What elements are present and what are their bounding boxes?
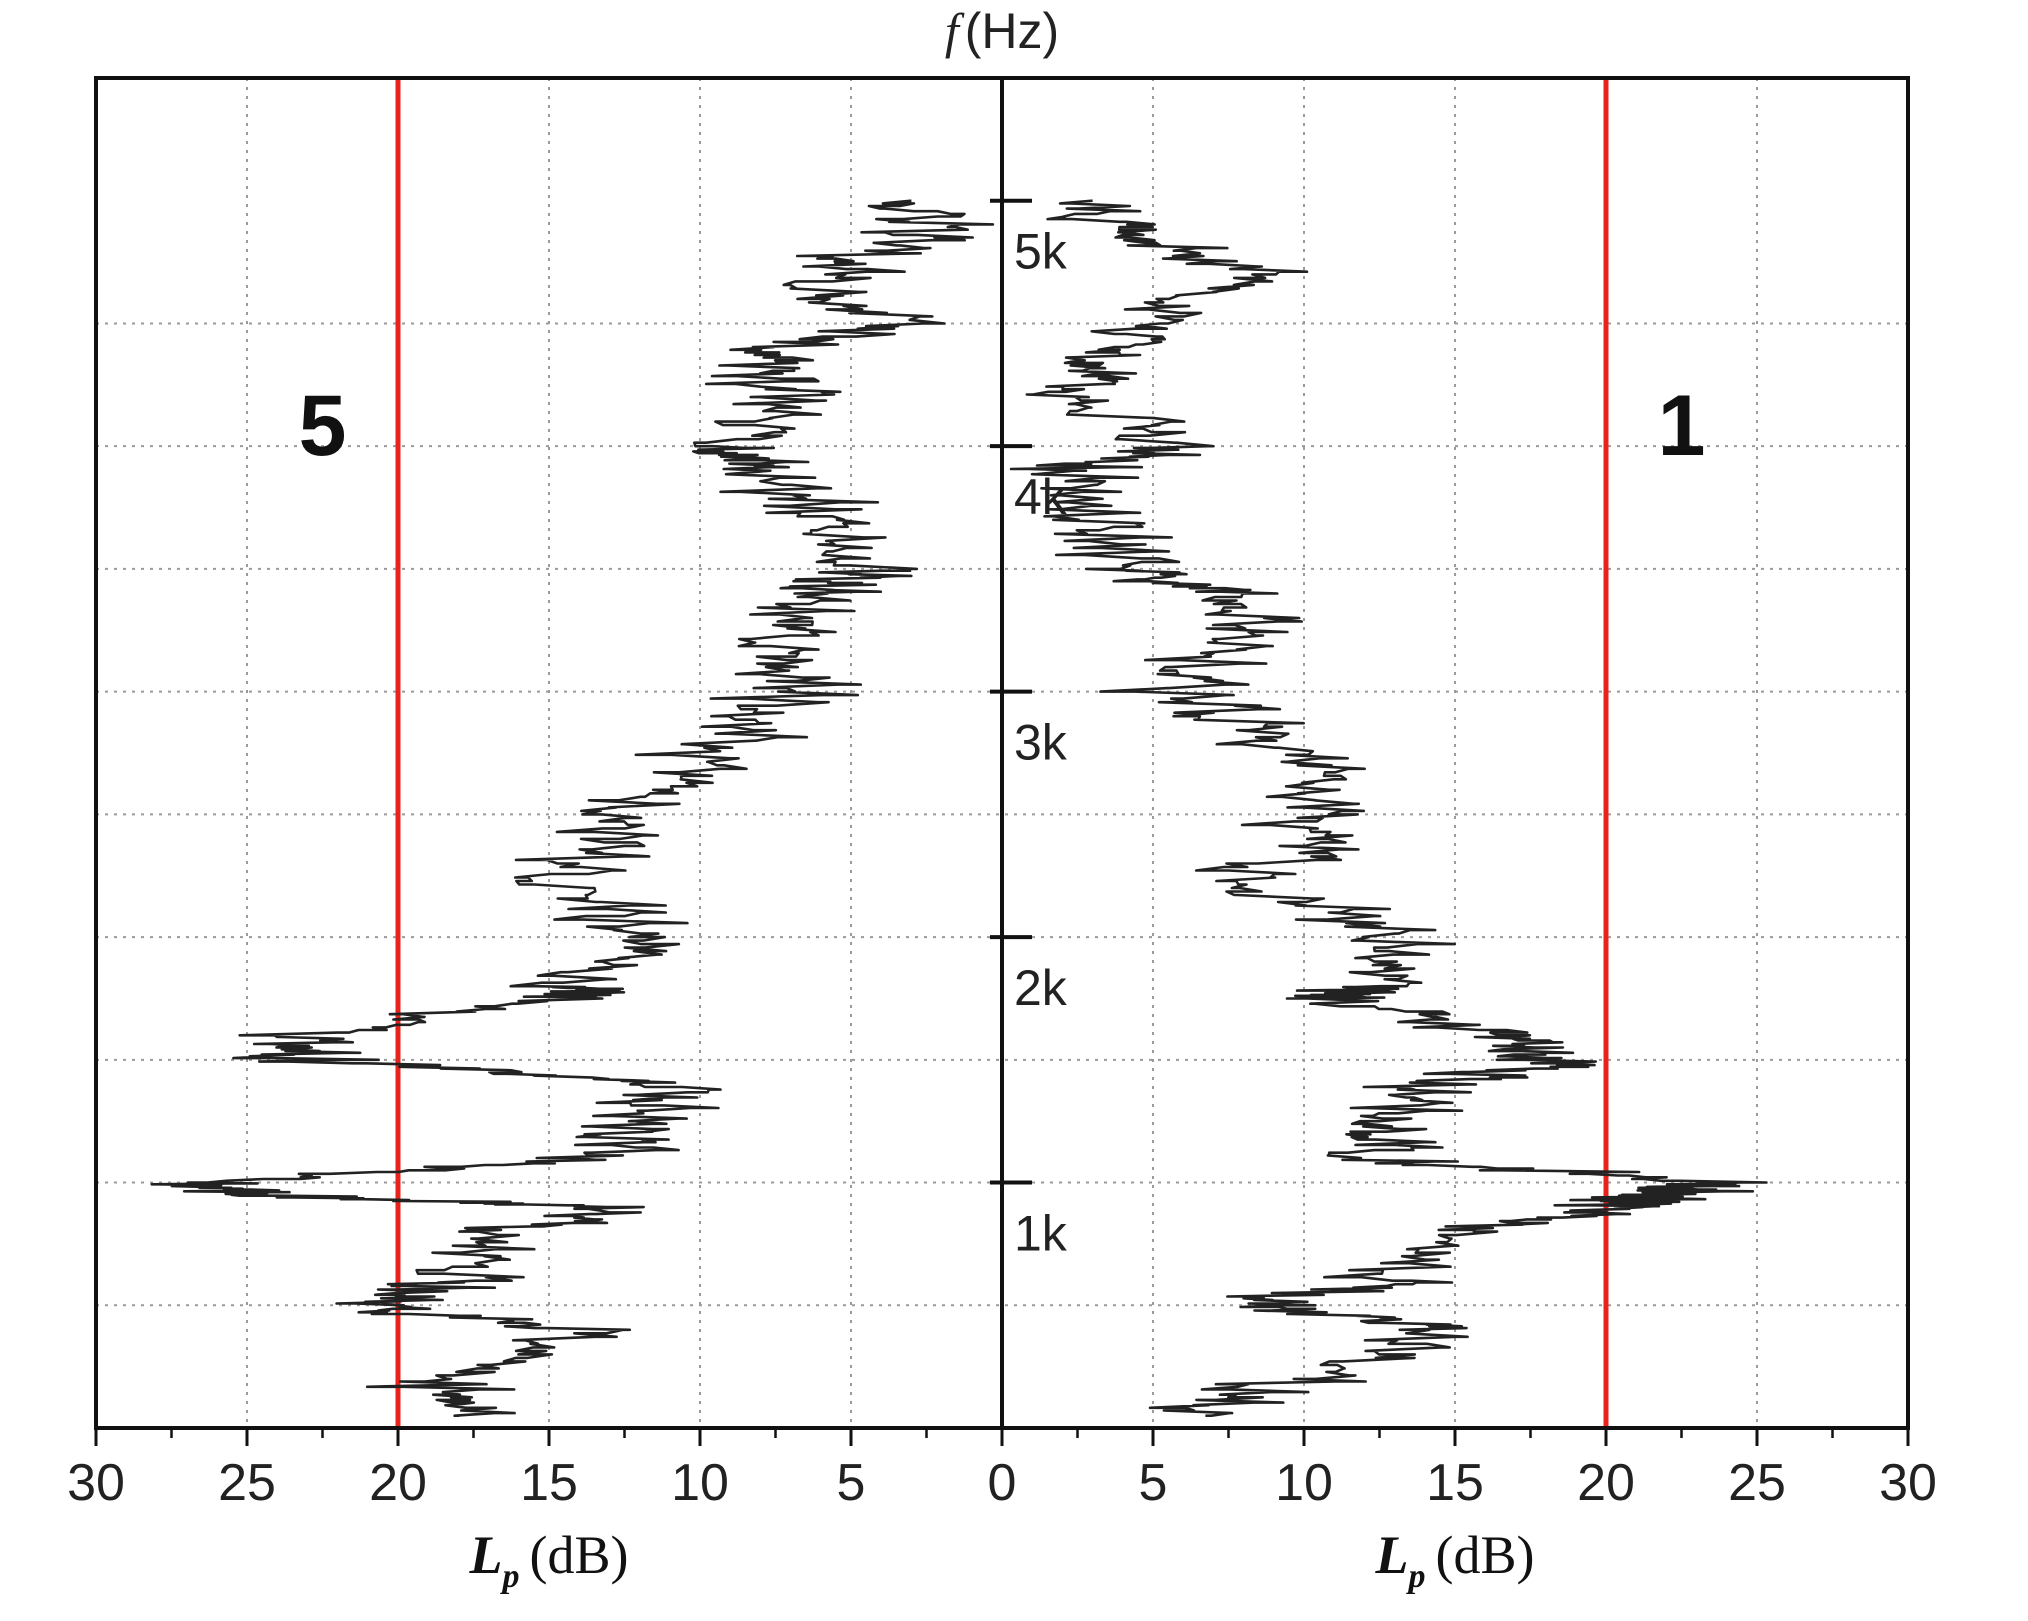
x-tick-label: 30 (1879, 1454, 1937, 1512)
y-tick-label: 3k (1014, 715, 1068, 771)
x-tick-label: 10 (671, 1454, 729, 1512)
series-line-1 (1009, 199, 1768, 1417)
x-tick-label: 25 (218, 1454, 276, 1512)
x-tick-label: 15 (1426, 1454, 1484, 1512)
reference-lines (395, 78, 1609, 1428)
y-tick-label: 1k (1014, 1206, 1068, 1262)
series-lines (150, 199, 1768, 1417)
x-axis-title-right: Lp (dB) (1375, 1525, 1535, 1595)
x-axis-ticks: 30 25 20 15 10 5 0 5 10 15 20 25 30 (67, 1428, 1937, 1512)
y-tick-label: 4k (1014, 469, 1068, 525)
x-tick-label: 5 (1139, 1454, 1168, 1512)
y-tick-label: 2k (1014, 960, 1068, 1016)
x-tick-label: 30 (67, 1454, 125, 1512)
x-axis-title-left: Lp (dB) (469, 1525, 629, 1595)
x-tick-label: 10 (1275, 1454, 1333, 1512)
panel-label-right: 1 (1658, 378, 1706, 474)
x-tick-label: 20 (1577, 1454, 1635, 1512)
series-line-5 (150, 199, 995, 1417)
x-tick-label: 0 (988, 1454, 1017, 1512)
x-tick-label: 20 (369, 1454, 427, 1512)
x-tick-label: 25 (1728, 1454, 1786, 1512)
x-tick-label: 5 (837, 1454, 866, 1512)
x-tick-label: 15 (520, 1454, 578, 1512)
panel-label-left: 5 (299, 378, 347, 474)
y-tick-label: 5k (1014, 224, 1068, 280)
y-axis-ticks: 1k 2k 3k 4k 5k (990, 198, 1068, 1262)
